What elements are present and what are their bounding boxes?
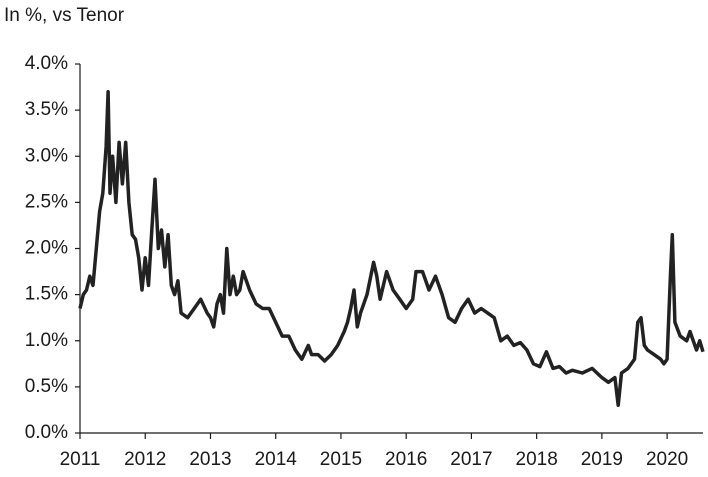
- y-tick-label: 3.0%: [25, 145, 68, 166]
- x-tick-label: 2011: [60, 449, 101, 470]
- x-tick-label: 2013: [189, 449, 231, 470]
- x-tick-label: 2019: [581, 449, 623, 470]
- x-tick-label: 2012: [124, 449, 166, 470]
- x-tick-label: 2016: [385, 449, 427, 470]
- x-tick-label: 2015: [320, 449, 362, 470]
- y-tick-label: 3.5%: [25, 99, 68, 120]
- x-tick-label: 2017: [450, 449, 492, 470]
- y-tick-label: 0.0%: [25, 422, 68, 443]
- y-tick-label: 0.5%: [25, 376, 68, 397]
- y-tick-label: 1.0%: [25, 330, 68, 351]
- x-tick-label: 2020: [646, 449, 688, 470]
- y-tick-label: 1.5%: [25, 284, 68, 305]
- y-tick-label: 2.5%: [25, 191, 68, 212]
- chart-title: In %, vs Tenor: [4, 5, 125, 26]
- x-tick-label: 2014: [255, 449, 298, 470]
- y-tick-label: 2.0%: [25, 238, 68, 259]
- line-series: [78, 89, 705, 408]
- x-tick-label: 2018: [516, 449, 558, 470]
- y-tick-label: 4.0%: [25, 53, 68, 74]
